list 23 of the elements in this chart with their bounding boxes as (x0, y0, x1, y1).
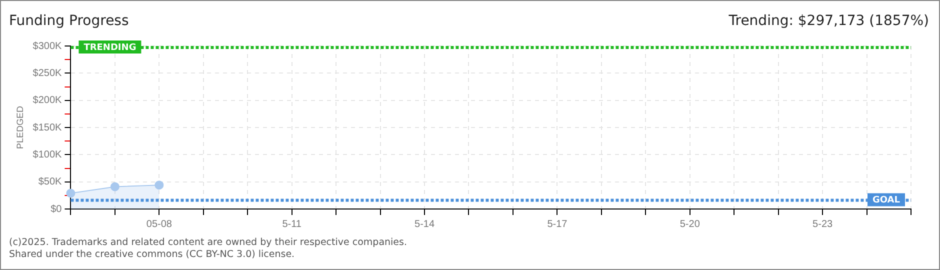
ref-line-label: TRENDING (84, 42, 136, 53)
y-tick-label: $250K (32, 68, 62, 79)
y-tick-label: $200K (32, 95, 62, 106)
y-tick-label: $0 (50, 204, 62, 215)
chart-title: Funding Progress (9, 13, 129, 29)
text: (c)2025. Trademarks and related content are owned by their respective companies. (9, 237, 407, 249)
y-tick-label: $100K (32, 149, 62, 160)
x-tick-label: 5-17 (547, 218, 568, 230)
y-tick-label: $300K (32, 40, 62, 52)
y-axis-title: PLEDGED (14, 105, 25, 150)
x-tick-label: 05-08 (146, 218, 172, 230)
y-tick-label: $150K (32, 122, 62, 134)
x-tick-label: 5-11 (282, 218, 302, 230)
ref-line-label: GOAL (872, 196, 900, 206)
text: Trending: $297,173 (1857%) (728, 13, 929, 29)
x-tick-label: 5-23 (812, 218, 833, 230)
text: Shared under the creative commons (CC BY-NC 3.0) license. (9, 249, 296, 261)
y-tick-label: $50K (38, 176, 62, 188)
x-tick-label: 5-14 (414, 218, 435, 230)
x-tick-label: 5-20 (680, 218, 700, 230)
point (154, 180, 164, 190)
point (110, 182, 120, 192)
point (66, 188, 76, 198)
